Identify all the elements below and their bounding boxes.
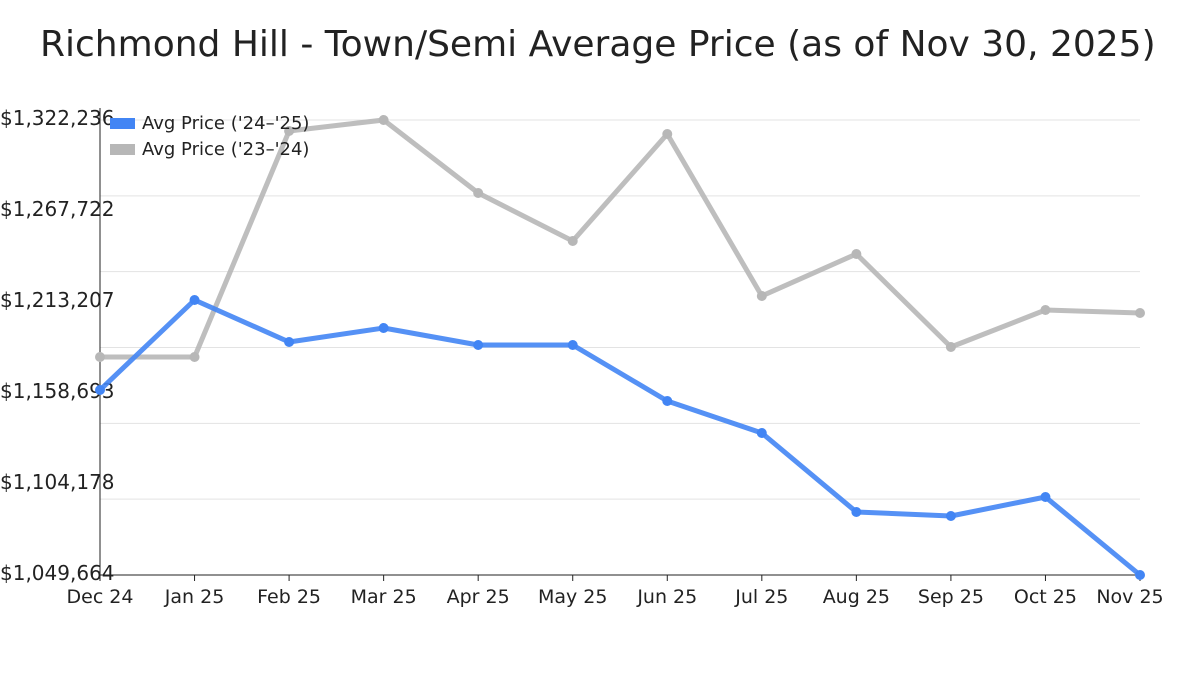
data-point [756, 290, 767, 301]
y-tick-label: $1,213,207 [0, 288, 115, 312]
data-point [851, 506, 862, 517]
y-tick-label: $1,049,664 [0, 561, 115, 585]
data-point [95, 384, 105, 395]
data-point [95, 351, 105, 362]
y-tick-label: $1,267,722 [0, 197, 115, 221]
data-point [567, 235, 578, 246]
data-point [473, 339, 484, 350]
data-point [284, 336, 295, 347]
legend-swatch [110, 118, 135, 129]
data-point [1135, 307, 1145, 318]
legend-label: Avg Price ('23–'24) [142, 139, 309, 160]
data-point [189, 294, 200, 305]
x-tick-label: Mar 25 [351, 586, 417, 608]
data-point [473, 187, 484, 198]
legend-swatch [110, 144, 135, 155]
data-point [1040, 304, 1051, 315]
series-line [98, 297, 1142, 577]
data-point [851, 248, 862, 259]
y-tick-label: $1,104,178 [0, 470, 115, 494]
chart-title: Richmond Hill - Town/Semi Average Price … [40, 24, 1156, 65]
data-point [662, 128, 673, 139]
x-tick-label: Jun 25 [636, 586, 697, 608]
series-23-24 [95, 115, 1145, 362]
data-point [378, 322, 389, 333]
x-tick-label: Apr 25 [447, 586, 510, 608]
data-point [189, 351, 200, 362]
x-tick-label: Feb 25 [257, 586, 321, 608]
series-line [100, 117, 1141, 360]
data-point [945, 510, 956, 521]
x-tick-label: Sep 25 [918, 586, 984, 608]
data-point [756, 427, 767, 438]
x-tick-label: Jan 25 [164, 586, 225, 608]
x-tick-label: Oct 25 [1014, 586, 1077, 608]
y-tick-label: $1,322,236 [0, 106, 115, 130]
data-point [567, 339, 578, 350]
data-point [378, 115, 389, 125]
x-tick-label: Jul 25 [734, 586, 788, 608]
legend-label: Avg Price ('24–'25) [142, 113, 309, 134]
series-24-25 [95, 294, 1145, 580]
data-point [1040, 491, 1051, 502]
x-tick-label: Dec 24 [67, 586, 134, 608]
data-point [1135, 570, 1145, 580]
data-point [662, 395, 673, 406]
data-point [945, 341, 956, 352]
data-point [284, 125, 295, 136]
x-tick-label: Aug 25 [823, 586, 890, 608]
x-tick-label: Nov 25 [1096, 586, 1163, 608]
x-tick-label: May 25 [538, 586, 608, 608]
